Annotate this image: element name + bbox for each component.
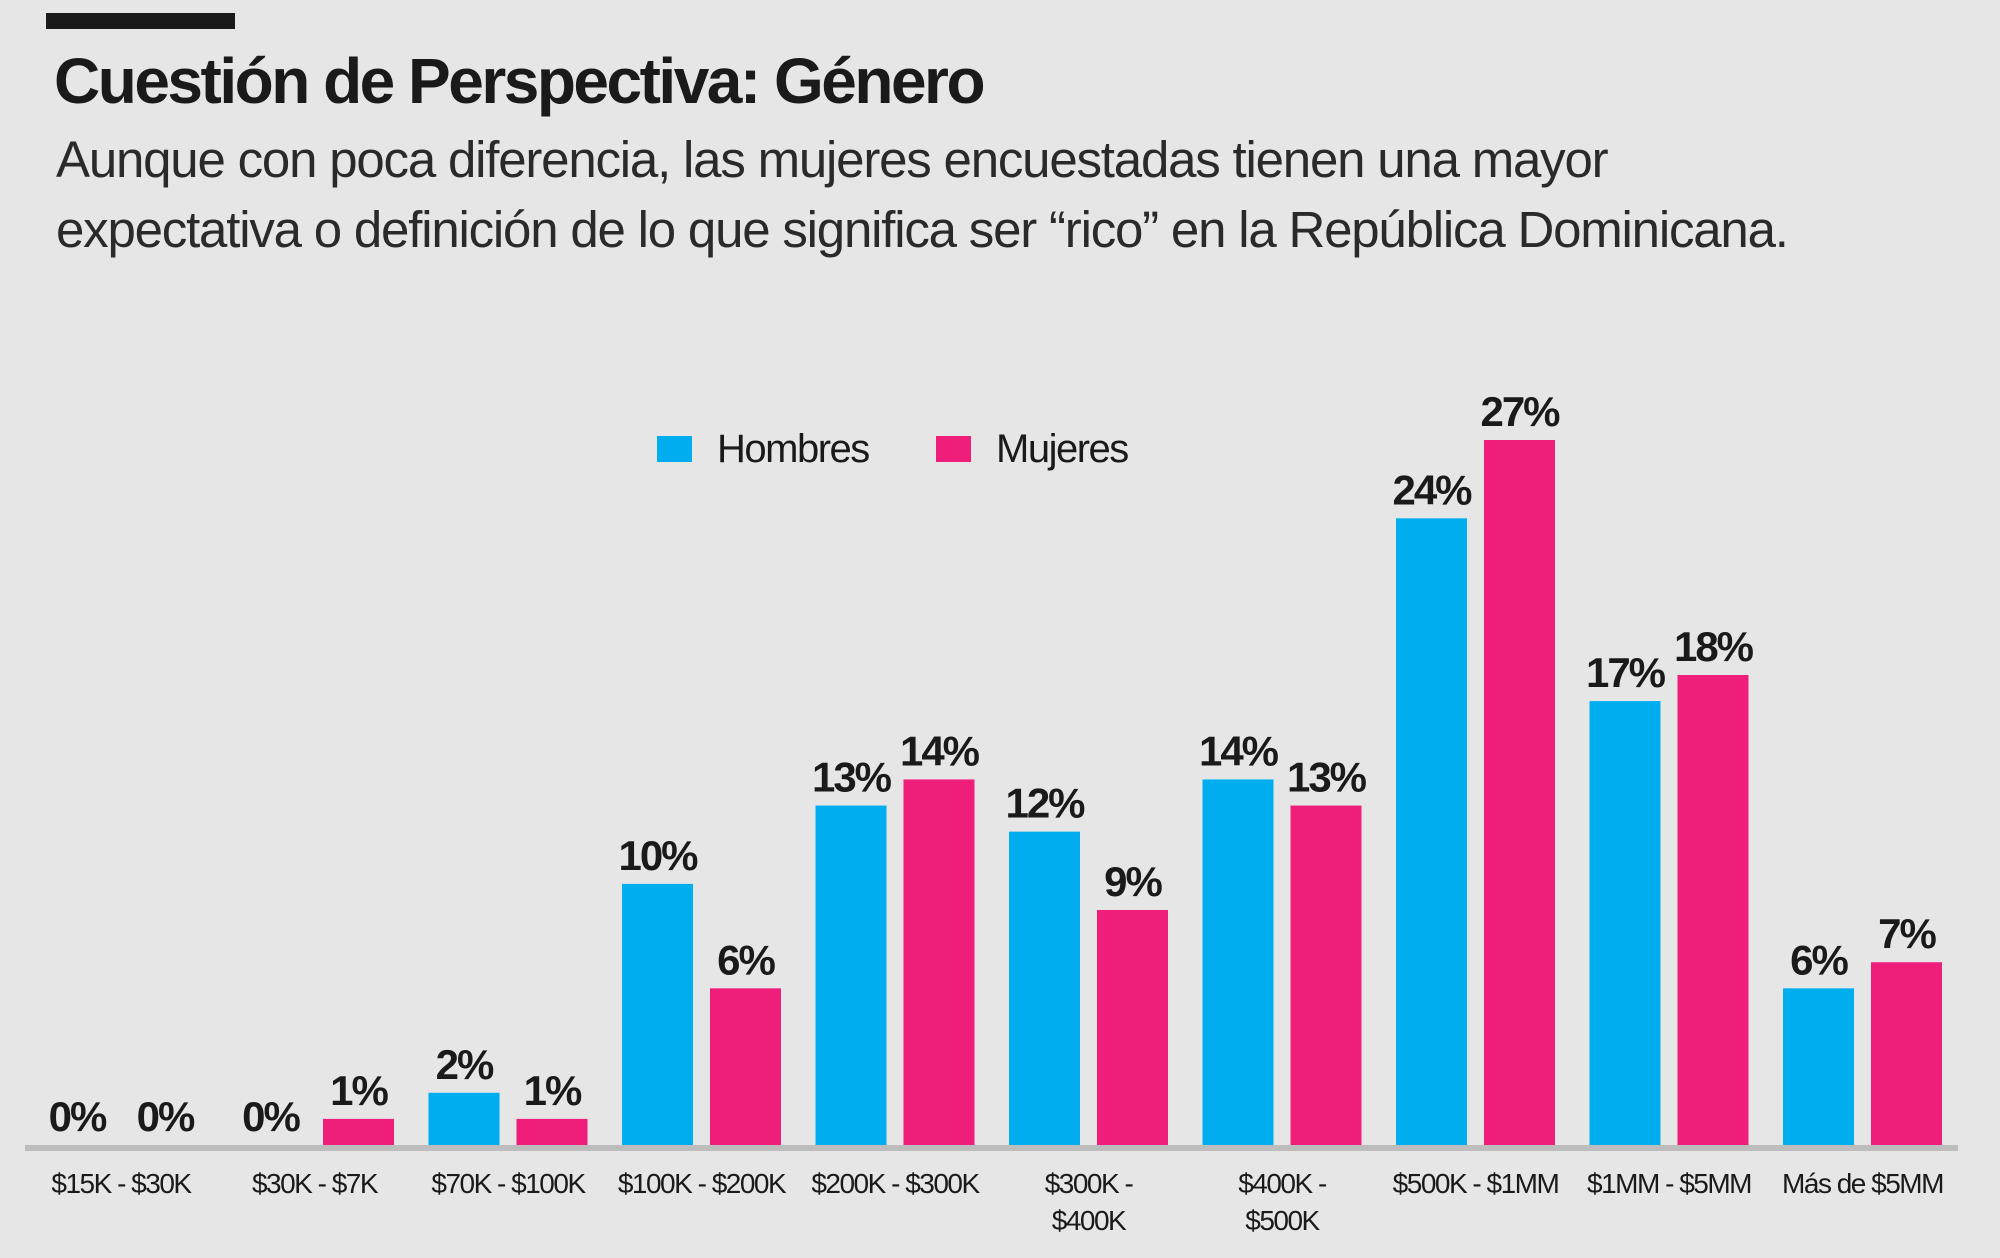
x-tick-label: $100K - $200K — [618, 1168, 787, 1199]
chart-title: Cuestión de Perspectiva: Género — [54, 45, 986, 117]
legend-label-mujeres: Mujeres — [996, 427, 1128, 471]
bar-mujeres — [903, 779, 975, 1145]
data-label: 9% — [1104, 858, 1162, 905]
bar-mujeres — [1484, 440, 1555, 1145]
bar-mujeres — [323, 1118, 394, 1145]
bar-hombres — [815, 805, 887, 1145]
data-label: 14% — [1199, 727, 1279, 774]
data-label: 7% — [1878, 910, 1936, 957]
x-tick-label: $400K — [1052, 1205, 1127, 1236]
bar-hombres — [1396, 518, 1467, 1145]
data-label: 10% — [618, 832, 698, 879]
title-accent-bar — [46, 13, 235, 29]
x-tick-label: Más de $5MM — [1782, 1168, 1943, 1199]
bar-hombres — [428, 1092, 500, 1145]
data-label: 18% — [1674, 623, 1754, 670]
data-label: 1% — [524, 1067, 582, 1114]
chart-subtitle-line-2: expectativa o definición de lo que signi… — [56, 201, 1789, 258]
legend-label-hombres: Hombres — [717, 427, 869, 471]
bar-hombres — [622, 883, 693, 1145]
bar-mujeres — [1290, 805, 1362, 1145]
x-tick-label: $300K - — [1045, 1168, 1134, 1199]
x-tick-label: $200K - $300K — [811, 1168, 980, 1199]
x-axis-line — [25, 1145, 1958, 1151]
data-label: 6% — [1790, 936, 1848, 983]
data-label: 0% — [137, 1093, 195, 1140]
data-label: 1% — [330, 1067, 388, 1114]
x-tick-label: $30K - $7K — [252, 1168, 379, 1199]
data-label: 6% — [717, 936, 775, 983]
legend-swatch-hombres — [657, 436, 692, 462]
chart-subtitle-line-1: Aunque con poca diferencia, las mujeres … — [56, 131, 1609, 188]
bar-mujeres — [1677, 675, 1749, 1145]
data-label: 27% — [1480, 388, 1560, 435]
data-label: 12% — [1005, 780, 1085, 827]
bar-mujeres — [516, 1118, 588, 1145]
data-label: 2% — [436, 1041, 494, 1088]
x-tick-label: $70K - $100K — [431, 1168, 586, 1199]
x-tick-label: $400K - — [1238, 1168, 1327, 1199]
data-label: 14% — [900, 727, 980, 774]
bar-hombres — [1202, 779, 1274, 1145]
legend-swatch-mujeres — [936, 436, 971, 462]
x-tick-label: $1MM - $5MM — [1587, 1168, 1751, 1199]
x-tick-label: $15K - $30K — [51, 1168, 192, 1199]
data-label: 24% — [1392, 466, 1472, 513]
bar-hombres — [1783, 988, 1854, 1145]
bar-hombres — [1589, 701, 1661, 1145]
x-tick-label: $500K — [1245, 1205, 1320, 1236]
x-tick-label: $500K - $1MM — [1393, 1168, 1559, 1199]
data-label: 13% — [812, 754, 892, 801]
bar-hombres — [1009, 831, 1080, 1145]
data-label: 13% — [1287, 754, 1367, 801]
bar-mujeres — [1097, 910, 1168, 1145]
bar-mujeres — [1871, 962, 1942, 1145]
data-label: 0% — [242, 1093, 300, 1140]
bar-mujeres — [710, 988, 781, 1145]
data-label: 0% — [49, 1093, 107, 1140]
data-label: 17% — [1586, 649, 1666, 696]
